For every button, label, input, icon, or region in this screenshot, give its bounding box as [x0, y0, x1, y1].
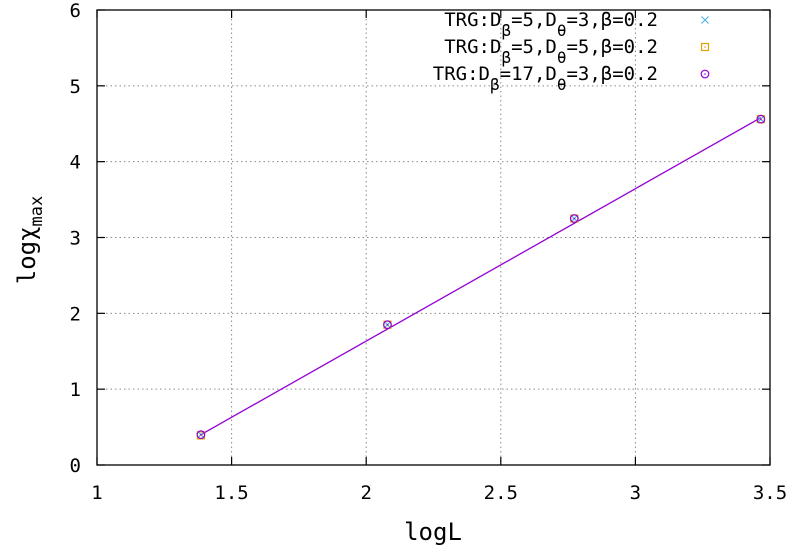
data-point-series-3 [383, 320, 392, 330]
legend-marker-series-1 [701, 16, 709, 24]
fit-line [200, 117, 762, 436]
y-tick-label: 2 [70, 303, 81, 325]
legend-marker-series-3 [700, 69, 710, 79]
data-point-series-3 [196, 430, 206, 440]
x-tick-label: 3 [630, 482, 641, 504]
y-tick-label: 3 [70, 228, 81, 250]
y-tick-label: 6 [70, 0, 81, 22]
x-tick-label: 2 [360, 482, 371, 504]
grid-layer [97, 10, 770, 465]
x-tick-label: 3.5 [753, 482, 787, 504]
legend: TRG:Dβ=5,Dθ=3,β=0.2TRG:Dβ=5,Dθ=5,β=0.2TR… [433, 9, 710, 94]
y-tick-label: 4 [70, 152, 81, 174]
x-tick-label: 2.5 [484, 482, 518, 504]
x-tick-label: 1 [91, 482, 102, 504]
legend-label-series-1: TRG:Dβ=5,Dθ=3,β=0.2 [444, 9, 658, 40]
y-axis-label-sub: max [27, 196, 47, 227]
y-tick-label: 1 [70, 379, 81, 401]
legend-label-series-2: TRG:Dβ=5,Dθ=5,β=0.2 [444, 36, 658, 67]
x-tick-label: 1.5 [214, 482, 248, 504]
y-tick-label: 0 [70, 455, 81, 477]
y-axis-label: logχmax [13, 196, 47, 285]
y-axis-label-base: logχ [13, 226, 41, 284]
fit-layer [200, 117, 762, 436]
legend-label-series-3: TRG:Dβ=17,Dθ=3,β=0.2 [433, 63, 658, 94]
legend-marker-series-2 [700, 42, 710, 52]
points-layer [196, 114, 766, 440]
y-tick-label: 5 [70, 76, 81, 98]
data-point-series-3 [569, 214, 579, 223]
x-axis-label: logL [404, 518, 462, 546]
data-point-series-3 [756, 114, 766, 124]
